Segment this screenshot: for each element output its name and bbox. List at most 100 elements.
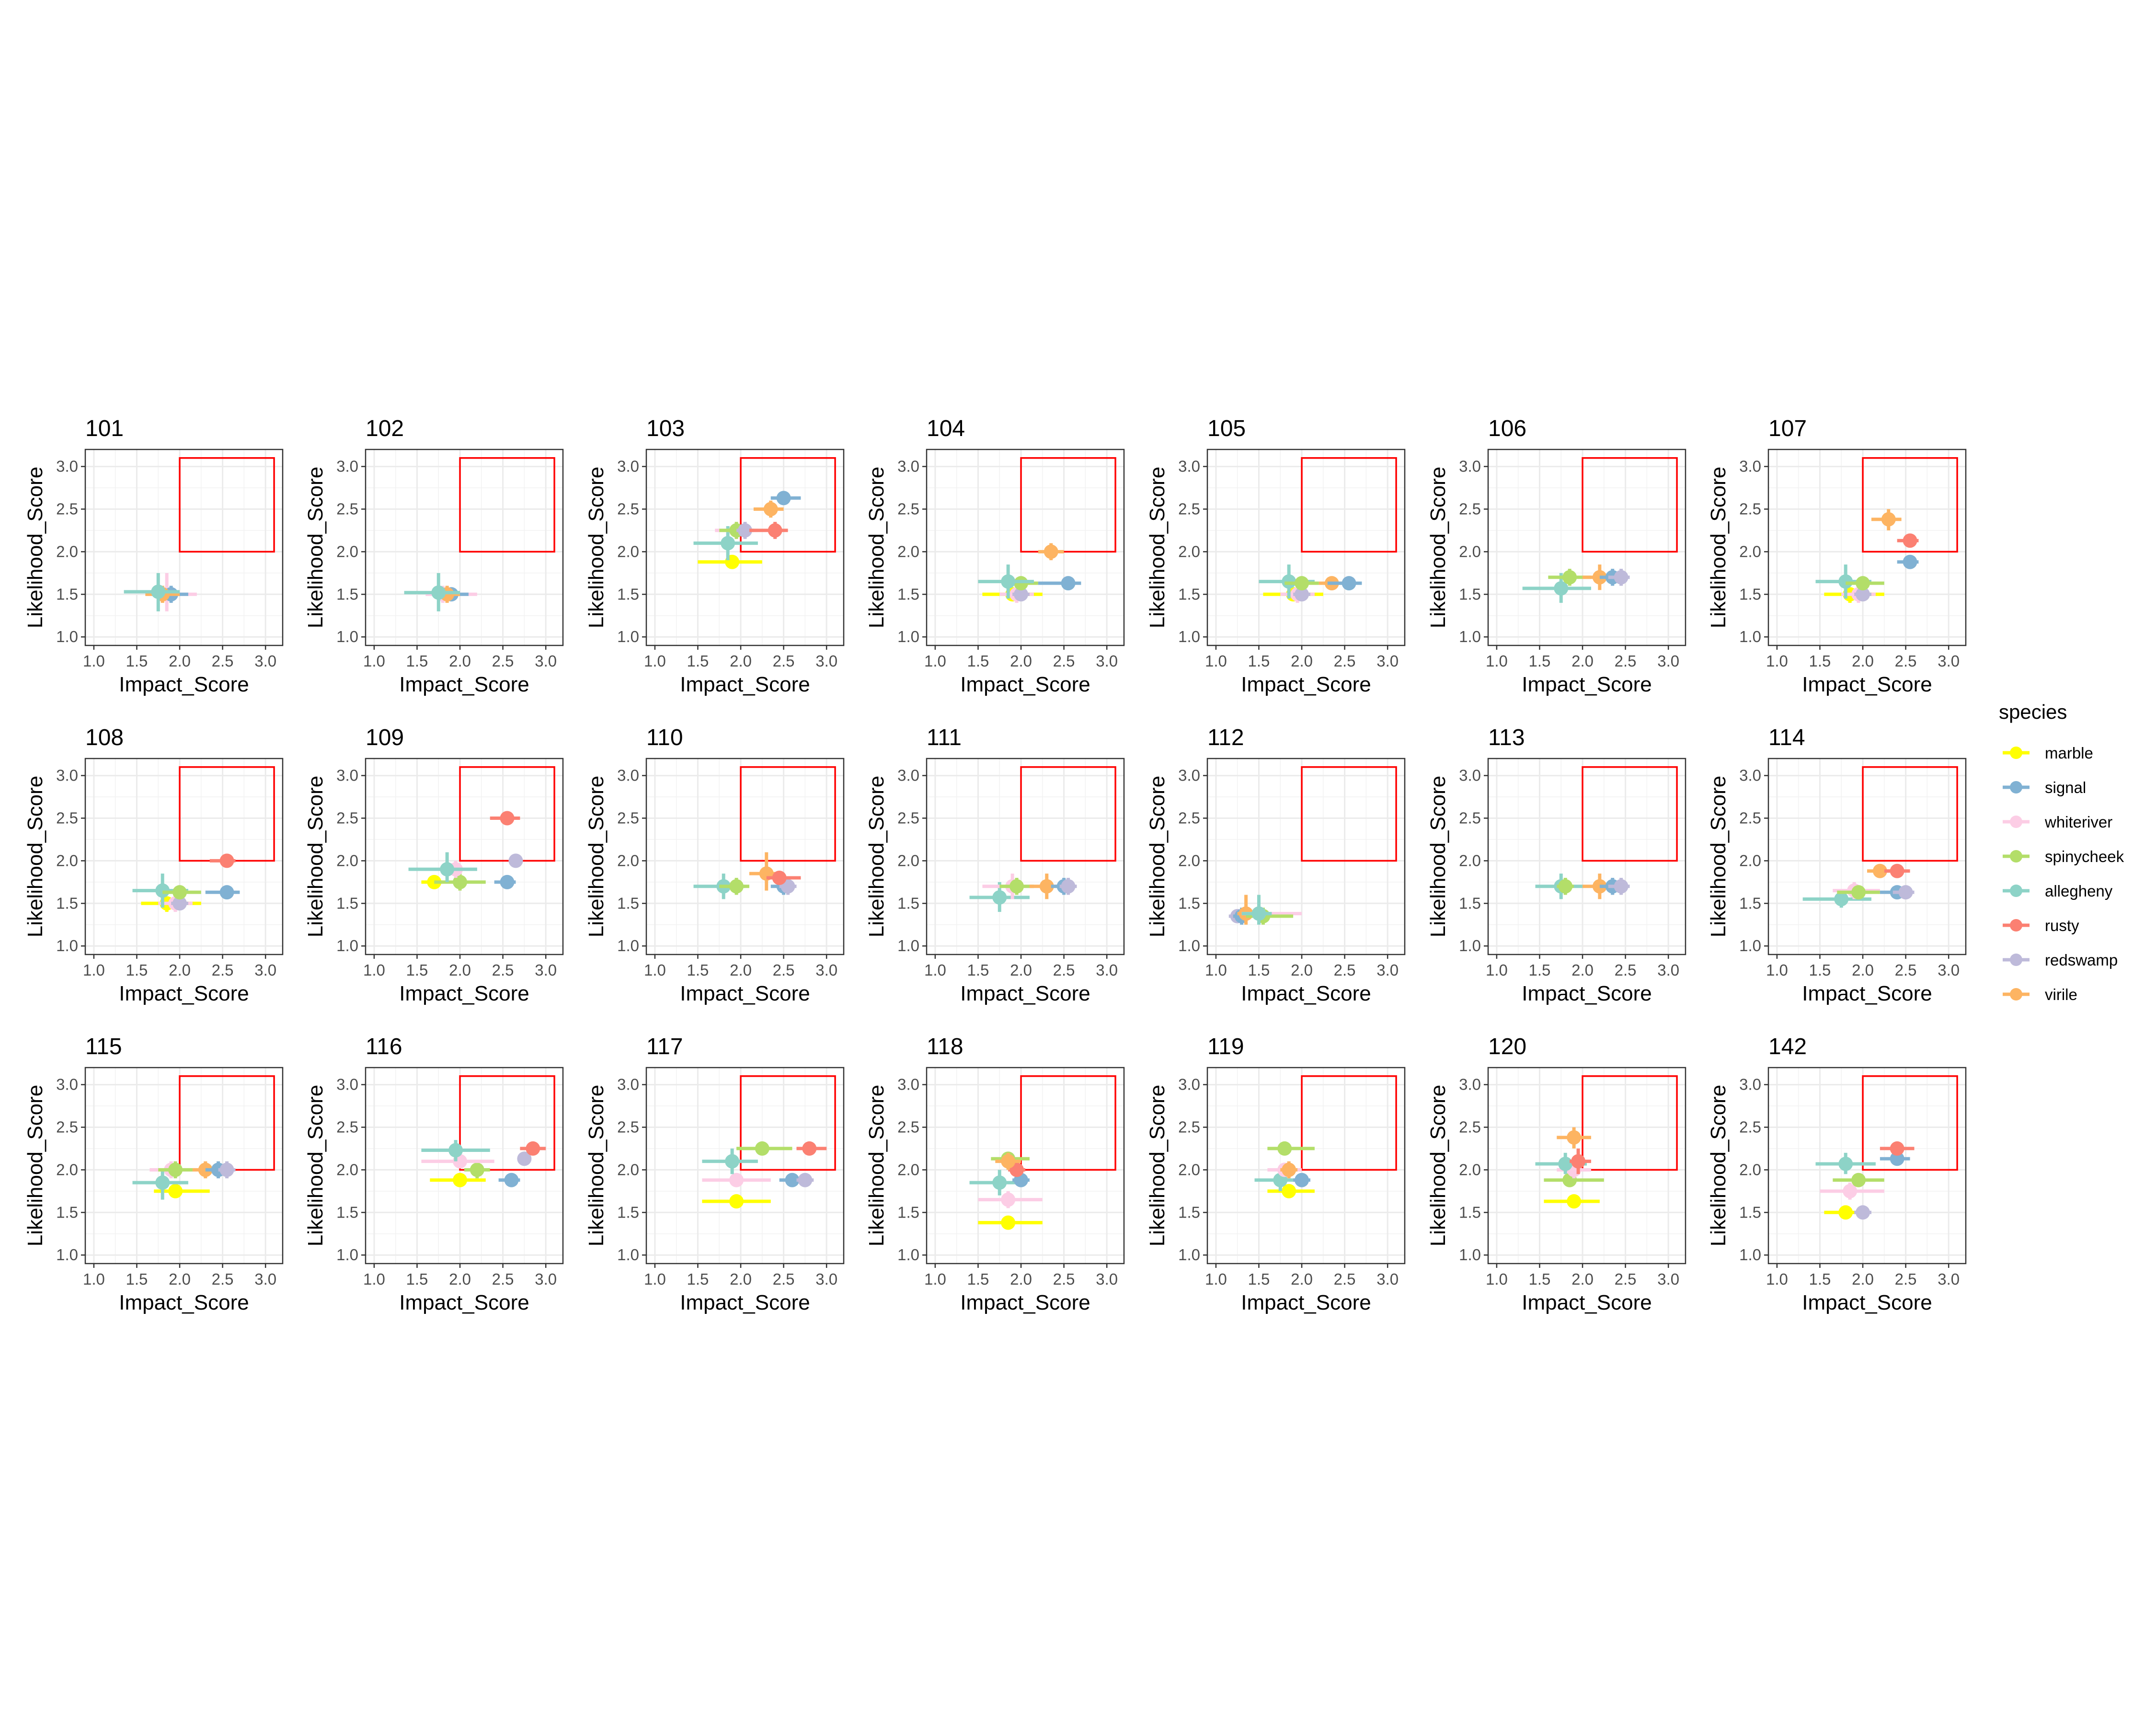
legend-key-point [2010, 954, 2022, 966]
x-tick-label: 2.5 [492, 652, 514, 670]
y-tick-label: 2.0 [617, 542, 639, 560]
y-tick-label: 3.0 [1739, 767, 1761, 784]
high-risk-box [1582, 766, 1678, 862]
x-axis-title: Impact_Score [960, 982, 1090, 1005]
y-tick-label: 2.5 [1739, 500, 1761, 518]
y-tick-label: 3.0 [617, 1076, 639, 1093]
x-tick-label: 2.5 [1053, 652, 1075, 670]
panel-title: 111 [927, 725, 962, 750]
plot-background [1207, 759, 1405, 954]
data-point [500, 874, 515, 889]
panel-border [926, 1067, 1125, 1265]
y-tick-label: 3.0 [336, 458, 358, 475]
x-tick-label: 2.5 [212, 961, 234, 979]
y-tick-label: 3.0 [56, 767, 78, 784]
legend-label: spinycheek [2045, 848, 2124, 865]
data-point [168, 1184, 183, 1198]
panel-title: 142 [1768, 1034, 1807, 1059]
legend-item: spinycheek [2003, 848, 2124, 865]
x-tick-label: 3.0 [1376, 1270, 1399, 1288]
data-point [1890, 863, 1904, 878]
x-tick-label: 2.0 [1852, 1270, 1874, 1288]
y-tick-label: 1.0 [1459, 937, 1481, 954]
y-tick-label: 1.5 [897, 894, 919, 912]
data-point-group [1522, 573, 1591, 603]
facet-panel: 114 1.0 1.5 2.0 2.5 3.0 1.0 1.5 2.0 2.5 3.0 Impact_… [1707, 725, 1967, 1005]
x-tick-label: 2.5 [1895, 961, 1917, 979]
x-tick-label: 3.0 [1938, 1270, 1960, 1288]
high-risk-box [1020, 457, 1116, 553]
data-point [1295, 587, 1309, 602]
high-risk-box [1020, 766, 1116, 862]
y-tick-label: 2.0 [617, 851, 639, 869]
facet-panel: 119 1.0 1.5 2.0 2.5 3.0 1.0 1.5 2.0 2.5 3.0 Impact_… [1146, 1034, 1406, 1314]
panel-border [84, 448, 284, 646]
facet-panel: 112 1.0 1.5 2.0 2.5 3.0 1.0 1.5 2.0 2.5 3.0 Impact_… [1146, 725, 1406, 1005]
y-axis-title: Likelihood_Score [304, 467, 327, 629]
y-tick-label: 1.5 [1459, 894, 1481, 912]
x-axis-title: Impact_Score [399, 982, 529, 1005]
y-tick-label: 2.5 [336, 1118, 358, 1136]
data-point-group [702, 1194, 771, 1209]
x-axis-title: Impact_Score [119, 1291, 249, 1314]
facet-panel: 103 1.0 1.5 2.0 2.5 3.0 1.0 1.5 2.0 2.5 3.0 Impact_… [585, 416, 845, 696]
plot-background [646, 1068, 844, 1264]
data-point-group [1284, 576, 1319, 591]
y-tick-label: 1.0 [1459, 628, 1481, 645]
y-tick-label: 2.5 [56, 1118, 78, 1136]
plot-background [646, 759, 844, 954]
plot-background [366, 449, 563, 645]
x-tick-label: 2.5 [1615, 1270, 1637, 1288]
data-point-group [508, 853, 523, 868]
facet-panel: 107 1.0 1.5 2.0 2.5 3.0 1.0 1.5 2.0 2.5 3.0 Impact_… [1707, 416, 1967, 696]
data-point-group [205, 885, 240, 900]
panel-title: 109 [366, 725, 404, 750]
x-tick-label: 2.0 [449, 961, 471, 979]
x-tick-label: 1.0 [1486, 961, 1508, 979]
x-tick-label: 2.5 [212, 1270, 234, 1288]
data-point [1890, 1151, 1904, 1166]
x-axis-title: Impact_Score [960, 673, 1090, 696]
x-tick-label: 1.0 [1205, 1270, 1227, 1288]
y-tick-label: 1.5 [1178, 1203, 1200, 1221]
legend-label: whiteriver [2044, 813, 2112, 831]
y-tick-label: 1.0 [56, 937, 78, 954]
y-axis-title: Likelihood_Score [304, 776, 327, 938]
legend-item: whiteriver [2003, 813, 2112, 831]
data-point-group [132, 874, 188, 908]
data-point-group [218, 1161, 236, 1179]
y-tick-label: 1.0 [897, 1246, 919, 1264]
x-axis-title: Impact_Score [960, 1291, 1090, 1314]
x-tick-label: 1.0 [1766, 1270, 1788, 1288]
y-tick-label: 1.0 [1459, 1246, 1481, 1264]
data-point-group [1012, 587, 1030, 602]
data-point-group [719, 877, 749, 895]
legend-key-point [2010, 747, 2022, 759]
facet-panel: 101 1.0 1.5 2.0 2.5 3.0 1.0 1.5 2.0 2.5 3.0 Impact_… [23, 416, 284, 696]
legend-item: virile [2003, 986, 2077, 1003]
data-point [219, 885, 234, 900]
panel-title: 113 [1488, 725, 1525, 750]
y-tick-label: 2.5 [1739, 809, 1761, 827]
plot-background [85, 449, 283, 645]
panel-border [645, 758, 845, 955]
panel-title: 104 [927, 416, 965, 441]
panel-title: 108 [85, 725, 124, 750]
y-tick-label: 2.0 [56, 1161, 78, 1178]
panel-title: 115 [85, 1034, 122, 1059]
legend-key-point [2010, 781, 2022, 794]
data-point-group [517, 1151, 532, 1166]
x-tick-label: 2.5 [1053, 1270, 1075, 1288]
data-point [172, 896, 187, 911]
data-point [1342, 576, 1356, 591]
y-tick-label: 2.5 [1459, 1118, 1481, 1136]
x-tick-label: 2.5 [1895, 1270, 1917, 1288]
data-point [1872, 863, 1887, 878]
x-axis-title: Impact_Score [1241, 673, 1371, 696]
y-tick-label: 1.0 [1178, 937, 1200, 954]
plot-background [1768, 1068, 1966, 1264]
data-point-group [1880, 1151, 1910, 1166]
plot-background [1488, 449, 1686, 645]
y-tick-label: 2.5 [56, 809, 78, 827]
data-point-group [796, 1173, 814, 1187]
